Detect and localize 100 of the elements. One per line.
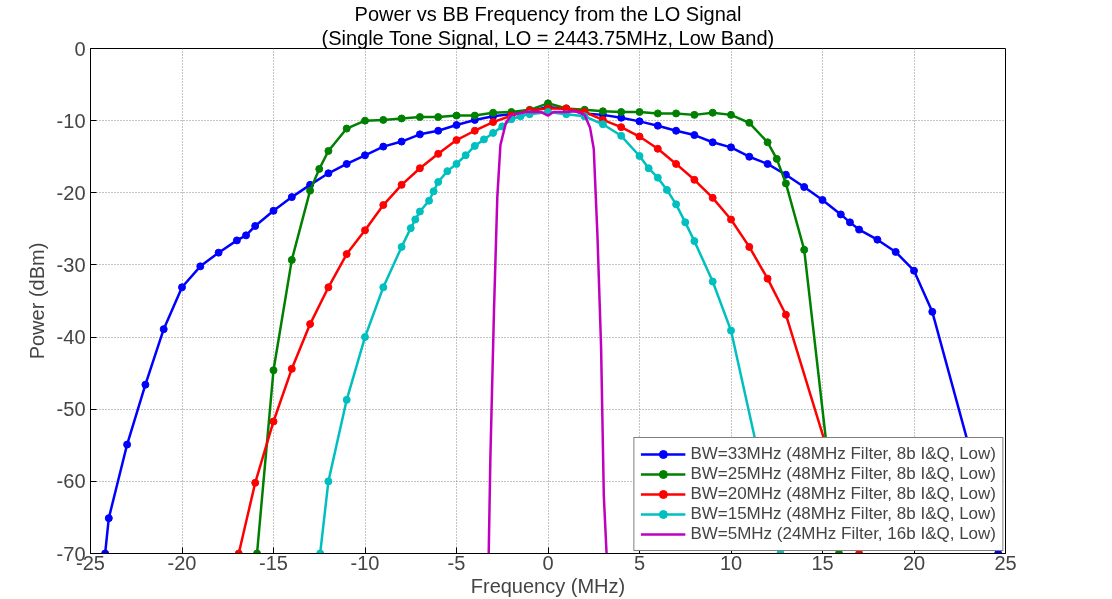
point <box>287 255 296 264</box>
point <box>287 193 296 202</box>
x-tick-label: -15 <box>259 551 288 574</box>
point <box>361 226 369 235</box>
point <box>159 325 168 334</box>
y-tick-label: -50 <box>56 398 86 421</box>
point <box>287 364 296 373</box>
point <box>342 250 351 259</box>
y-tick-label: -10 <box>56 109 86 132</box>
point <box>781 310 790 319</box>
point <box>845 218 854 227</box>
point <box>379 283 388 292</box>
point <box>406 224 415 233</box>
point <box>342 159 351 168</box>
point <box>745 152 754 161</box>
y-tick-label: -60 <box>56 470 86 493</box>
x-tick-label: 15 <box>811 551 834 574</box>
point <box>415 130 424 139</box>
point <box>800 245 809 254</box>
point <box>635 107 644 116</box>
point <box>429 187 438 196</box>
point <box>342 124 351 133</box>
point <box>214 248 223 257</box>
point <box>662 185 671 194</box>
point <box>452 120 461 129</box>
point <box>617 131 626 140</box>
point <box>306 186 315 195</box>
y-axis-title: Power (dBm) <box>25 242 48 360</box>
point <box>452 136 461 145</box>
point <box>708 193 717 202</box>
point <box>672 159 681 168</box>
point <box>415 164 424 173</box>
x-tick-label: -10 <box>350 551 380 574</box>
y-tick-label: 0 <box>74 37 86 60</box>
point <box>141 380 150 389</box>
point <box>443 167 452 176</box>
point <box>123 440 132 449</box>
point <box>653 109 662 118</box>
x-axis-title: Frequency (MHz) <box>470 574 626 597</box>
point <box>873 235 882 244</box>
point <box>434 113 443 122</box>
point <box>681 218 690 227</box>
legend-label: BW=15MHz (48MHz Filter, 8b I&Q, Low) <box>690 504 996 524</box>
point <box>452 159 461 168</box>
point <box>397 242 406 251</box>
point <box>397 114 406 123</box>
x-tick-label: 5 <box>633 551 646 574</box>
y-tick-label: -40 <box>56 326 86 349</box>
point <box>708 277 717 286</box>
point <box>745 242 754 251</box>
point <box>461 151 470 160</box>
point <box>598 120 607 129</box>
point <box>178 283 186 292</box>
point <box>196 262 205 271</box>
point <box>489 108 498 117</box>
point <box>361 151 369 160</box>
point <box>772 154 781 163</box>
point <box>763 138 772 147</box>
point <box>425 196 434 205</box>
point <box>434 149 443 158</box>
point <box>315 164 324 173</box>
point <box>415 113 424 122</box>
point <box>690 110 699 119</box>
point <box>306 320 315 329</box>
legend-label: BW=5MHz (24MHz Filter, 16b I&Q, Low) <box>690 524 996 544</box>
point <box>672 109 681 118</box>
point <box>470 126 479 135</box>
point <box>635 132 644 141</box>
point <box>708 108 717 117</box>
point <box>324 169 333 178</box>
point <box>269 206 278 215</box>
chart-title: Power vs BB Frequency from the LO Signal <box>354 2 742 25</box>
point <box>324 283 333 292</box>
point <box>361 116 369 125</box>
point <box>690 237 699 246</box>
point <box>379 142 388 151</box>
point <box>727 110 735 119</box>
point <box>489 118 498 127</box>
point <box>104 514 113 523</box>
point <box>635 152 644 160</box>
point <box>434 177 443 186</box>
point <box>818 196 827 204</box>
point <box>470 111 479 120</box>
point <box>617 123 626 132</box>
point <box>452 111 461 120</box>
point <box>379 115 388 124</box>
point <box>324 146 333 155</box>
point <box>470 141 479 150</box>
x-tick-label: 0 <box>542 551 554 574</box>
point <box>232 236 241 245</box>
point <box>891 247 900 256</box>
point <box>672 126 681 135</box>
point <box>411 215 420 224</box>
point <box>361 333 369 342</box>
point <box>836 210 845 219</box>
point <box>251 221 260 230</box>
point <box>781 179 790 188</box>
legend-label: BW=33MHz (48MHz Filter, 8b I&Q, Low) <box>690 444 996 464</box>
point <box>434 126 443 135</box>
point <box>690 175 699 184</box>
